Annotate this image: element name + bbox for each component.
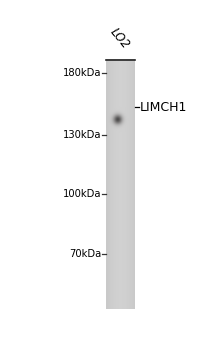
Text: 180kDa: 180kDa xyxy=(62,68,101,78)
Text: LIMCH1: LIMCH1 xyxy=(140,101,187,114)
Text: LO2: LO2 xyxy=(108,26,132,51)
Text: 100kDa: 100kDa xyxy=(62,189,101,199)
Text: 70kDa: 70kDa xyxy=(69,248,101,259)
Text: 130kDa: 130kDa xyxy=(62,130,101,140)
